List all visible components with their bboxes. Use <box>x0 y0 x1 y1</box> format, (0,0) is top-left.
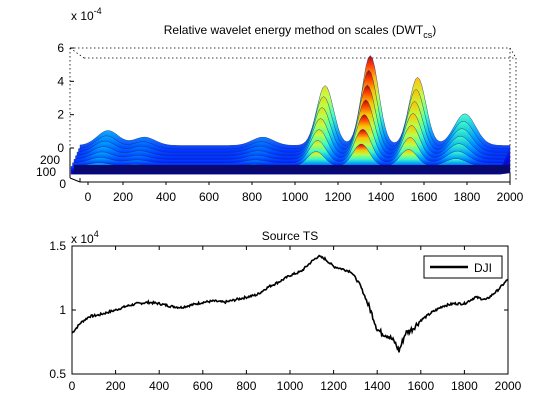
surface-x-tick-label: 0 <box>85 190 92 204</box>
surface-z-ticks: 6 4 2 0 <box>57 41 74 155</box>
line-x-tick-label: 1200 <box>320 379 347 393</box>
surface-back-grid <box>69 47 517 180</box>
surface-title: Relative wavelet energy method on scales… <box>164 23 436 40</box>
surface-x-tick-label: 400 <box>156 190 176 204</box>
line-x-tick-label: 1800 <box>451 379 478 393</box>
surface-z-tick-label: 4 <box>57 74 64 88</box>
legend-label: DJI <box>474 261 492 275</box>
surface-x-tick-label: 1800 <box>454 190 481 204</box>
line-x-tick-label: 1600 <box>407 379 434 393</box>
line-x-tick-label: 1400 <box>364 379 391 393</box>
line-x-tick-label: 200 <box>106 379 126 393</box>
surface-x-tick-label: 1400 <box>368 190 395 204</box>
line-y-tick-label: 1 <box>59 303 66 317</box>
surface-mesh <box>70 55 511 175</box>
surface-x-tick-label: 800 <box>242 190 262 204</box>
surface-x-tick-label: 2000 <box>497 190 524 204</box>
line-y-ticks: 1.5 1 0.5 <box>49 239 508 381</box>
line-title: Source TS <box>262 229 318 243</box>
surface-front-band <box>74 165 510 173</box>
series-line-dji <box>71 254 509 353</box>
surface-chart: x 10-4 Relative wavelet energy method on… <box>36 6 524 204</box>
surface-x-tick-label: 1200 <box>325 190 352 204</box>
line-x-tick-label: 400 <box>149 379 169 393</box>
surface-exponent-label: x 10-4 <box>71 6 102 23</box>
surface-y-tick-label: 100 <box>36 165 56 179</box>
surface-z-tick-label: 6 <box>57 41 64 55</box>
surface-x-tick-label: 1600 <box>411 190 438 204</box>
surface-x-tick-label: 600 <box>199 190 219 204</box>
surface-x-ticks: 0 200 400 600 800 1000 1200 1400 1600 1800 2000 <box>85 182 524 204</box>
line-x-tick-label: 800 <box>236 379 256 393</box>
surface-x-tick-label: 200 <box>113 190 133 204</box>
surface-x-tick-label: 1000 <box>282 190 309 204</box>
line-y-tick-label: 1.5 <box>49 239 66 253</box>
line-y-tick-label: 0.5 <box>49 367 66 381</box>
surface-z-tick-label: 0 <box>57 141 64 155</box>
surface-y-tick-label: 0 <box>59 177 66 191</box>
surface-y-tick-label: 200 <box>40 153 60 167</box>
line-x-tick-label: 1000 <box>277 379 304 393</box>
legend: DJI <box>423 255 503 279</box>
surface-z-tick-label: 2 <box>57 108 64 122</box>
line-x-ticks: 0 200 400 600 800 1000 1200 1400 1600 1800 2000 <box>69 246 522 393</box>
line-x-tick-label: 2000 <box>495 379 522 393</box>
line-x-tick-label: 600 <box>193 379 213 393</box>
line-chart: x 104 Source TS 1.5 1 0.5 0 200 400 600 800 100… <box>49 229 521 393</box>
line-exponent-label: x 104 <box>71 229 99 246</box>
line-x-tick-label: 0 <box>69 379 76 393</box>
line-series-group <box>71 254 509 353</box>
